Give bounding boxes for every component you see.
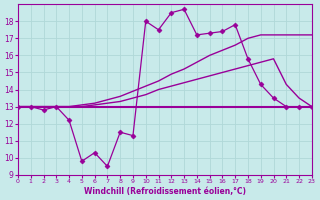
X-axis label: Windchill (Refroidissement éolien,°C): Windchill (Refroidissement éolien,°C) — [84, 187, 246, 196]
